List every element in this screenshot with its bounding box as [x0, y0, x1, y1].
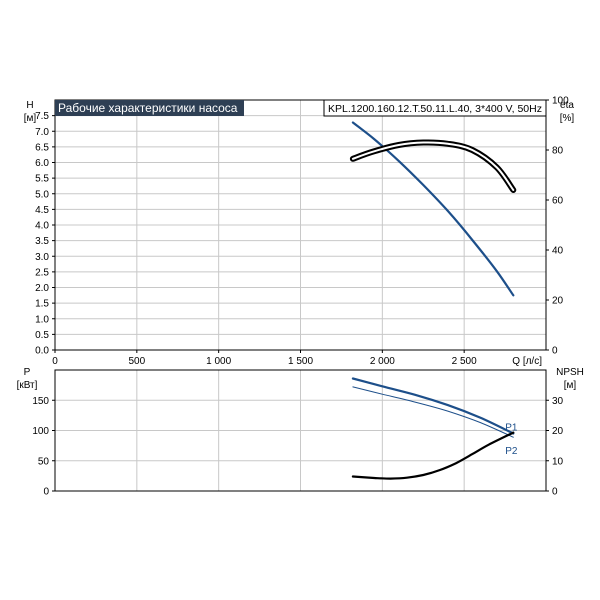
top-y-tick-label: 2.5 — [35, 267, 49, 278]
top-y2-tick-label: 0 — [552, 346, 558, 357]
eta-axis-unit: [%] — [560, 113, 575, 124]
top-y-tick-label: 6.5 — [35, 142, 49, 153]
model-info: KPL.1200.160.12.T.50.11.L.40, 3*400 V, 5… — [328, 104, 542, 115]
h-axis-title: H — [26, 100, 33, 111]
top-y-tick-label: 7.5 — [35, 111, 49, 122]
p1-curve-label: P1 — [505, 423, 518, 434]
x-tick-label: 1 000 — [206, 356, 231, 367]
bottom-y2-tick-label: 10 — [552, 456, 564, 467]
npsh-axis-title: NPSH — [556, 367, 584, 378]
bottom-y2-tick-label: 30 — [552, 396, 564, 407]
top-y-tick-label: 3.0 — [35, 252, 49, 263]
p2-curve-label: P2 — [505, 446, 518, 457]
x-tick-label: 0 — [52, 356, 58, 367]
bottom-y-tick-label: 100 — [32, 426, 49, 437]
top-y-tick-label: 4.0 — [35, 221, 49, 232]
top-y2-tick-label: 80 — [552, 146, 564, 157]
bottom-y2-tick-label: 20 — [552, 426, 564, 437]
top-y2-tick-label: 40 — [552, 246, 564, 257]
top-y-tick-label: 4.5 — [35, 205, 49, 216]
top-y-tick-label: 1.0 — [35, 314, 49, 325]
h-axis-unit: [м] — [24, 113, 37, 124]
eta-axis-title: eta — [560, 100, 574, 111]
x-tick-label: 500 — [128, 356, 145, 367]
x-tick-label: 1 500 — [288, 356, 313, 367]
p1-curve-line — [351, 377, 515, 435]
top-y-tick-label: 5.5 — [35, 174, 49, 185]
x-tick-label: 2 500 — [452, 356, 477, 367]
npsh-axis-unit: [м] — [564, 380, 577, 391]
top-y-tick-label: 1.5 — [35, 299, 49, 310]
eta-curve-inner — [351, 141, 515, 191]
p2-curve-line — [352, 386, 514, 438]
chart-title: Рабочие характеристики насоса — [58, 101, 238, 115]
top-y-tick-label: 0.0 — [35, 346, 49, 357]
chart-title-box — [55, 100, 244, 116]
x-tick-label: 2 000 — [370, 356, 395, 367]
model-info-box — [323, 99, 547, 117]
bottom-y-tick-label: 0 — [43, 487, 49, 498]
p-axis-title: P — [24, 367, 31, 378]
p-axis-unit: [кВт] — [17, 380, 38, 391]
x-axis-label: Q [л/с] — [512, 356, 542, 367]
top-y-tick-label: 5.0 — [35, 189, 49, 200]
top-y2-tick-label: 60 — [552, 196, 564, 207]
bottom-y-tick-label: 150 — [32, 396, 49, 407]
top-y-tick-label: 7.0 — [35, 127, 49, 138]
bottom-y2-tick-label: 0 — [552, 487, 558, 498]
bottom-y-tick-label: 50 — [38, 456, 50, 467]
top-y2-tick-label: 20 — [552, 296, 564, 307]
top-y-tick-label: 6.0 — [35, 158, 49, 169]
top-y-tick-label: 0.5 — [35, 330, 49, 341]
npsh-curve-line — [351, 431, 515, 480]
top-y-tick-label: 2.0 — [35, 283, 49, 294]
head-curve-line — [351, 121, 515, 297]
top-y-tick-label: 3.5 — [35, 236, 49, 247]
top-y2-tick-label: 100 — [552, 96, 569, 107]
